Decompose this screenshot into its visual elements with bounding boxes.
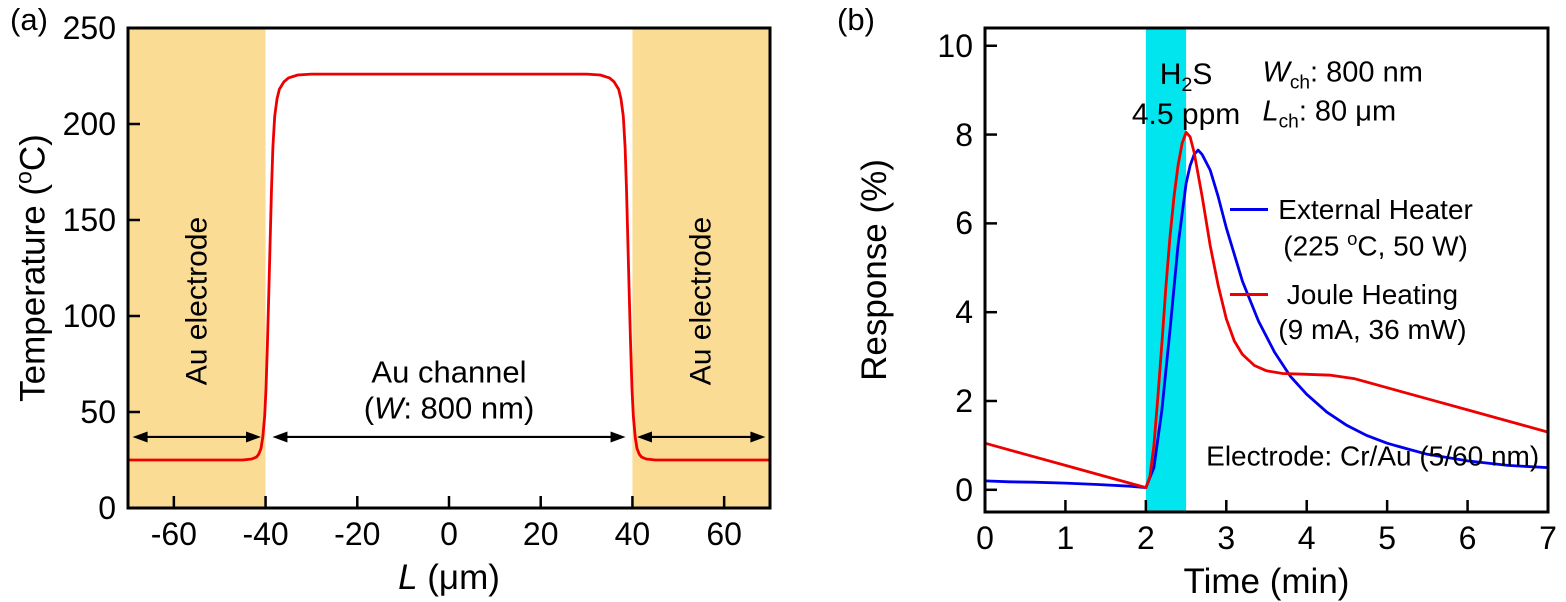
annotation-h-2-s: H2S 4.5 ppm bbox=[1131, 57, 1241, 132]
arrow-head-left bbox=[637, 431, 653, 443]
legend-entry-label: Joule Heating (9 mA, 36 mW) bbox=[1278, 278, 1467, 345]
y-tick-label: 100 bbox=[62, 298, 116, 334]
arrow-head-right bbox=[750, 431, 766, 443]
x-tick-label: 20 bbox=[522, 516, 559, 552]
y-tick-label: 0 bbox=[955, 471, 973, 508]
plot-frame bbox=[126, 26, 772, 510]
y-tick-label: 10 bbox=[937, 27, 973, 64]
x-tick-label: 3 bbox=[1217, 520, 1236, 556]
x-tick-label: 6 bbox=[1458, 520, 1477, 556]
y-tick-label: 50 bbox=[80, 394, 116, 430]
x-tick-label: 5 bbox=[1378, 520, 1397, 556]
y-tick-label: 8 bbox=[955, 116, 973, 153]
panel-b-label: (b) bbox=[837, 2, 875, 37]
x-tick-label: 2 bbox=[1136, 520, 1155, 556]
x-tick-label: 1 bbox=[1056, 520, 1075, 556]
arrow-head-right bbox=[610, 431, 626, 443]
y-tick-label: 250 bbox=[62, 10, 116, 46]
series-external-heater bbox=[983, 148, 1550, 490]
x-tick-label: 4 bbox=[1297, 520, 1316, 556]
x-tick-label: -40 bbox=[242, 516, 289, 552]
panel-a-plot-area bbox=[126, 26, 772, 510]
panel-a-x-axis-label: L (μm) bbox=[398, 558, 500, 597]
annotation-au-electrode: Au electrode bbox=[684, 216, 718, 385]
annotation-w-ch-800-nm: Wch: 800 nm Lch: 80 μm bbox=[1262, 56, 1423, 133]
y-tick-label: 4 bbox=[955, 294, 973, 331]
plot-frame bbox=[983, 26, 1550, 514]
legend-entry-joule-heating: Joule Heating (9 mA, 36 mW) bbox=[1230, 277, 1473, 347]
y-tick-label: 6 bbox=[955, 205, 973, 242]
panel-b-x-axis-label: Time (min) bbox=[1183, 562, 1350, 601]
y-tick-label: 0 bbox=[98, 490, 116, 526]
legend: External Heater (225 oC, 50 W) Joule Heati… bbox=[1230, 192, 1473, 359]
legend-line-sample bbox=[1230, 208, 1269, 212]
x-tick-label: 0 bbox=[440, 516, 458, 552]
arrow-head-right bbox=[245, 431, 261, 443]
x-tick-label: 40 bbox=[614, 516, 651, 552]
panel-a-label: (a) bbox=[10, 2, 48, 37]
legend-entry-label: External Heater (225 oC, 50 W) bbox=[1278, 194, 1473, 262]
annotation-au-channel: Au channel (W: 800 nm) bbox=[363, 354, 535, 426]
panel-a-y-axis-label: Temperature (oC) bbox=[10, 134, 53, 402]
x-tick-label: 7 bbox=[1539, 520, 1557, 556]
series-temperature-profile bbox=[126, 72, 772, 462]
arrow-head-left bbox=[132, 431, 148, 443]
shaded-region-right-au-electrode bbox=[632, 28, 770, 508]
panel-a-temperature-profile-chart: (a) Temperature (oC) L (μm) -60 -40 -20 0 20… bbox=[10, 2, 772, 597]
panel-b-plot-area bbox=[983, 26, 1550, 514]
shaded-region-left-au-electrode bbox=[128, 28, 266, 508]
y-tick-label: 2 bbox=[955, 382, 973, 419]
arrow-head-left bbox=[272, 431, 288, 443]
x-tick-label: -20 bbox=[334, 516, 381, 552]
annotation-electrode-cr-au-5-60-nm: Electrode: Cr/Au (5/60 nm) bbox=[1206, 440, 1540, 472]
legend-line-sample bbox=[1230, 292, 1269, 296]
y-tick-label: 200 bbox=[62, 106, 116, 142]
panel-b-y-axis-label: Response (%) bbox=[855, 159, 894, 381]
panel-b-gas-response-chart: (b) Response (%) Time (min) 0 1 2 3 4 5 6 7 0 2 4 6… bbox=[835, 0, 1566, 602]
y-tick-label: 150 bbox=[62, 202, 116, 238]
x-tick-label: 60 bbox=[706, 516, 742, 552]
x-tick-label: -60 bbox=[150, 516, 197, 552]
legend-entry-external-heater: External Heater (225 oC, 50 W) bbox=[1230, 192, 1473, 263]
series-joule-heating bbox=[983, 130, 1550, 490]
annotation-au-electrode: Au electrode bbox=[180, 216, 214, 385]
x-tick-label: 0 bbox=[976, 520, 994, 556]
